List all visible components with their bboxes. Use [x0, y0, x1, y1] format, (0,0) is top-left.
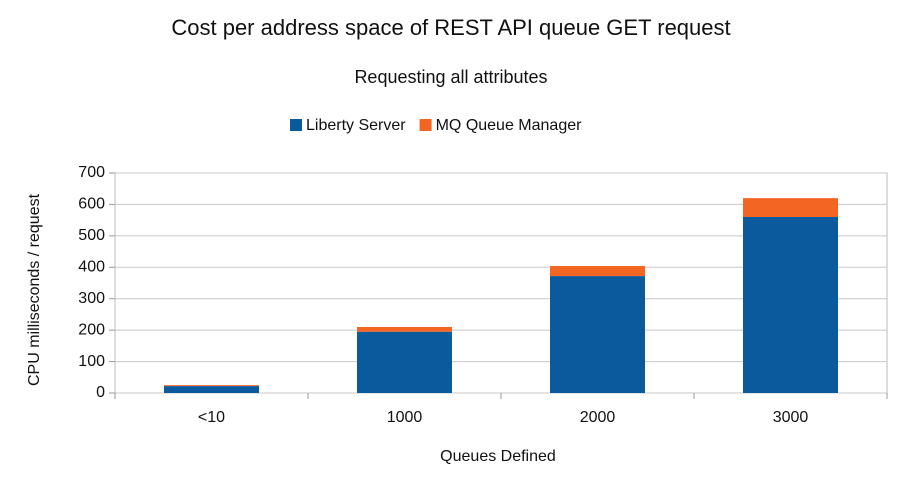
bar-segment [743, 217, 838, 393]
y-tick-label: 0 [96, 384, 105, 401]
bar-segment [550, 266, 645, 277]
y-tick-label: 300 [78, 290, 105, 307]
bar-segment [357, 327, 452, 332]
y-axis-label: CPU milliseconds / request [26, 193, 43, 386]
legend-swatch [419, 119, 432, 131]
bar-segment [164, 386, 259, 393]
bar-segment [357, 331, 452, 393]
x-axis-label: Queues Defined [440, 448, 556, 465]
y-tick-label: 600 [78, 196, 105, 213]
x-tick-label: 1000 [387, 409, 423, 426]
legend-label: MQ Queue Manager [436, 117, 583, 134]
chart-title: Cost per address space of REST API queue… [171, 15, 730, 40]
bar-segment [550, 276, 645, 393]
x-tick-label: <10 [198, 409, 225, 426]
bar-segment [164, 385, 259, 387]
y-tick-label: 400 [78, 259, 105, 276]
x-tick-label: 3000 [773, 409, 809, 426]
legend-swatch [290, 119, 302, 131]
legend-label: Liberty Server [306, 117, 406, 134]
y-tick-label: 500 [78, 227, 105, 244]
x-tick-label: 2000 [580, 409, 616, 426]
chart-subtitle: Requesting all attributes [354, 67, 547, 87]
y-tick-label: 700 [78, 164, 105, 181]
y-tick-label: 100 [78, 353, 105, 370]
bar-segment [743, 198, 838, 217]
y-tick-label: 200 [78, 321, 105, 338]
